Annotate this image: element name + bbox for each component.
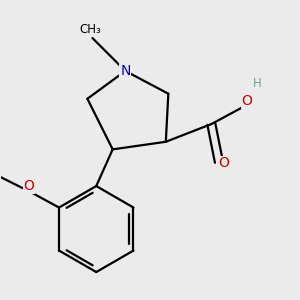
Text: O: O [241,94,252,108]
Text: O: O [219,156,230,170]
Text: H: H [253,77,261,90]
Text: CH₃: CH₃ [79,23,101,36]
Text: O: O [23,179,34,193]
Text: N: N [120,64,130,78]
